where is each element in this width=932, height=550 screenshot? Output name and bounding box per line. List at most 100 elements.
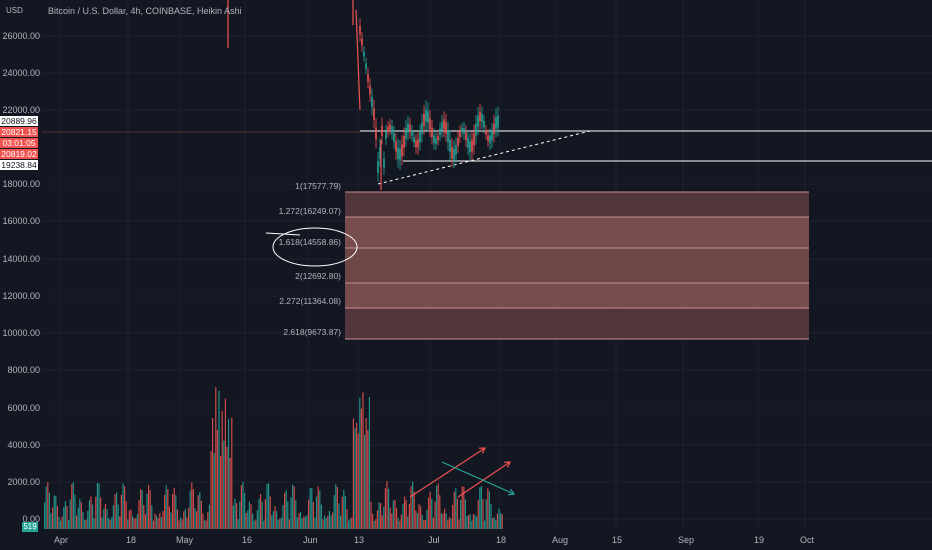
volume-bar [221,410,223,529]
volume-bar [402,503,404,529]
volume-bar [85,519,87,529]
volume-bar [100,497,102,529]
volume-bar [245,512,247,529]
volume-bar [493,517,495,529]
volume-bar [296,517,298,529]
candle-body [475,123,477,136]
volume-bar [64,501,66,529]
y-tick-label: 18000.00 [2,179,40,189]
volume-bar [341,496,343,529]
candle-body [495,117,497,129]
volume-bar [103,508,105,529]
candle-body [407,123,409,133]
volume-bar [464,499,466,529]
volume-bar [293,486,295,529]
volume-bar [255,519,257,529]
volume-bar [461,486,463,529]
volume-bar [87,510,89,529]
x-tick-label: 19 [754,535,765,545]
volume-bar [127,519,129,529]
volume-bar [133,518,135,529]
volume-bar [410,486,412,529]
volume-bar [199,492,201,529]
volume-bar [405,500,407,529]
volume-bar [304,516,306,529]
volume-bar [314,517,316,529]
volume-bar [149,490,151,529]
candle-body [385,131,387,139]
volume-bar [320,504,322,529]
volume-bar [501,514,503,529]
volume-bar [71,484,73,529]
y-tick-label: 26000.00 [2,31,40,41]
fib-zone [345,308,809,339]
volume-bar [68,520,70,529]
volume-bar [362,392,364,529]
volume-bar [231,417,233,529]
volume-bar [108,518,110,529]
volume-bar [384,488,386,529]
volume-bar [375,519,377,529]
candle-body [441,121,443,131]
candle-body [455,145,457,155]
y-tick-label: 6000.00 [7,403,40,413]
volume-bar [264,499,266,529]
fib-level-label: 1.272(16249.07) [278,206,341,216]
volume-bar [287,501,289,529]
fib-zone [345,217,809,248]
candle-body [415,140,417,148]
volume-bar [482,499,484,529]
volume-bar [311,488,313,529]
x-tick-label: 15 [612,535,623,545]
arrow-head [478,447,486,454]
candle-body [447,130,449,142]
volume-bar [93,518,95,529]
x-tick-label: Aug [552,535,569,545]
volume-bar [157,518,159,529]
volume-bar [468,515,470,529]
volume-bar [359,397,361,529]
fib-zone [345,283,809,308]
volume-bar [106,509,108,529]
candle-body [491,130,493,141]
volume-bar [176,509,178,529]
volume-bar [151,505,153,529]
candle-body [405,127,407,139]
volume-bar [330,515,332,529]
volume-bar [282,504,284,529]
volume-bar [383,506,385,529]
volume-bar [141,490,143,529]
volume-bar [442,513,444,529]
candle-body [449,139,451,152]
volume-bar [242,481,244,529]
volume-bar [228,418,230,529]
volume-bar [364,434,366,529]
volume-bar [191,482,193,529]
volume-bar [224,398,226,529]
volume-bar [258,498,260,529]
candle-body [377,160,379,173]
volume-bar [279,518,281,529]
volume-bar [132,516,134,529]
volume-bar [144,514,146,529]
volume-bar [92,504,94,529]
volume-bar [303,516,305,529]
volume-bar [250,504,252,529]
volume-bar [223,440,225,529]
volume-bar [496,513,498,529]
volume-bar [256,510,258,529]
volume-bar [463,486,465,529]
volume-bar [135,518,137,529]
symbol-title[interactable]: Bitcoin / U.S. Dollar, 4h, COINBASE, Hei… [48,6,242,16]
candle-body [421,122,423,134]
volume-bar [450,518,452,529]
volume-bar [186,517,188,529]
candle-body [439,128,441,136]
volume-bar [490,504,492,529]
volume-bar [248,501,250,529]
volume-bar [56,506,58,529]
volume-bar [88,500,90,529]
volume-bar [394,499,396,529]
